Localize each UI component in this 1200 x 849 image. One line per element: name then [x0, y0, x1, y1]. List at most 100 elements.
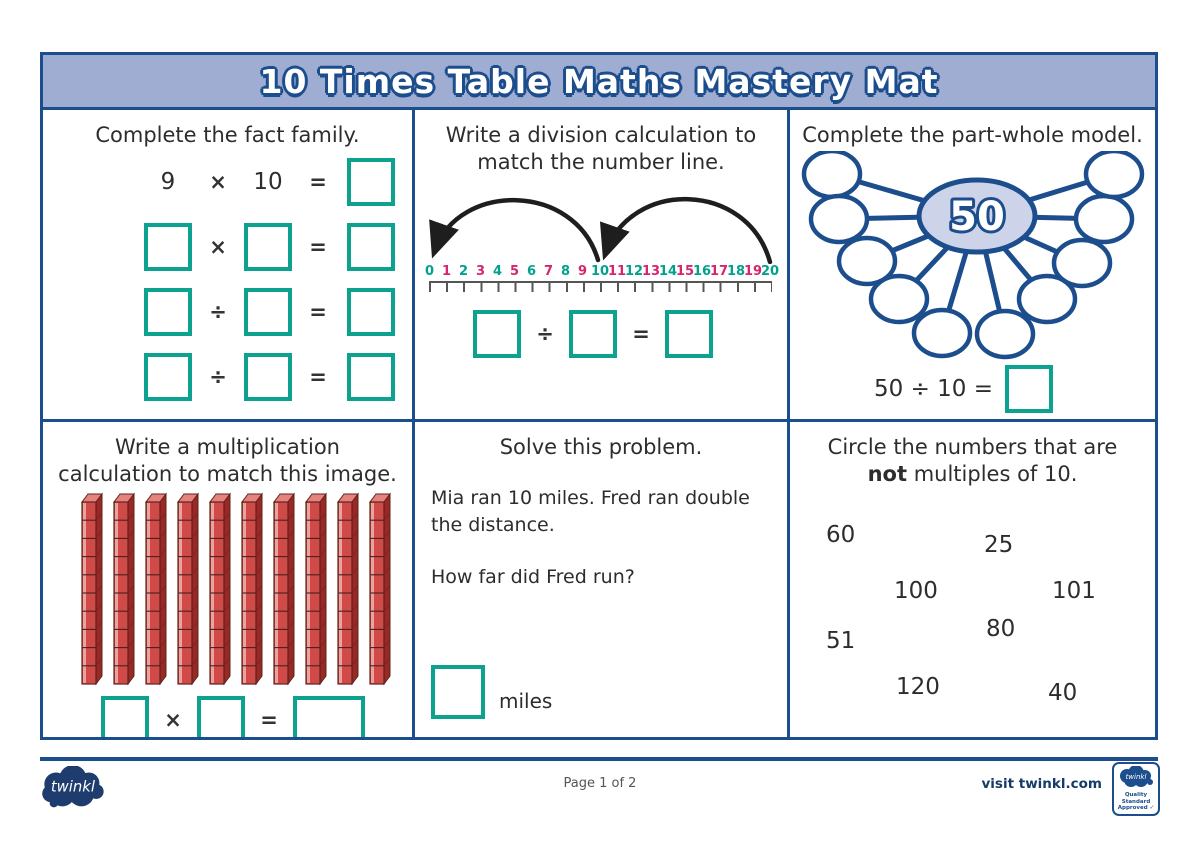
equals-symbol: =	[309, 170, 327, 194]
answer-box[interactable]	[244, 288, 292, 336]
part-circle[interactable]	[974, 308, 1036, 360]
cell-multiplication: Write a multiplication calculation to ma…	[43, 422, 415, 737]
number-line-label: 10	[591, 264, 610, 279]
scatter-number[interactable]: 40	[1048, 680, 1078, 706]
jump-arrows-graphic	[428, 196, 772, 264]
answer-box[interactable]	[144, 288, 192, 336]
base-ten-rod	[240, 492, 263, 686]
cell-word-problem: Solve this problem. Mia ran 10 miles. Fr…	[415, 422, 790, 737]
number-line-label: 5	[509, 264, 520, 279]
answer-box[interactable]	[347, 353, 395, 401]
visit-link[interactable]: visit twinkl.com	[981, 776, 1103, 792]
equals-symbol: =	[632, 322, 650, 346]
page-title: 10 Times Table Maths Mastery Mat	[259, 61, 939, 101]
badge-cloud-icon: twinkl	[1120, 765, 1153, 787]
equals-symbol: =	[260, 708, 278, 732]
word-problem-body: Mia ran 10 miles. Fred ran double the di…	[431, 487, 750, 536]
answer-box-divisor[interactable]	[569, 310, 617, 358]
number-line-label: 14	[659, 264, 678, 279]
number-line-label: 19	[744, 264, 763, 279]
cell-part-whole: Complete the part-whole model.	[790, 110, 1155, 422]
scatter-number[interactable]: 25	[984, 532, 1014, 558]
fact-family-row: × =	[143, 222, 412, 272]
answer-box-dividend[interactable]	[473, 310, 521, 358]
equals-symbol: =	[309, 235, 327, 259]
number-line-labels: 0 1 2 3 4 5 6 7 8 9 10 11 12 13 14 15 16 17 18 19 20	[421, 264, 781, 279]
base-ten-rods-graphic	[80, 492, 391, 686]
fact-family-row: ÷ =	[143, 287, 412, 337]
base-ten-rod	[176, 492, 199, 686]
scatter-number[interactable]: 80	[986, 616, 1016, 642]
part-whole-equation: 50 ÷ 10 =	[874, 365, 1155, 413]
answer-box[interactable]	[347, 158, 395, 206]
operator-symbol: ÷	[209, 300, 227, 324]
answer-box-factor2[interactable]	[197, 696, 245, 737]
base-ten-rod	[80, 492, 103, 686]
fact-family-row: 9 × 10 =	[143, 157, 412, 207]
answer-box-factor1[interactable]	[101, 696, 149, 737]
answer-box-part-whole[interactable]	[1005, 365, 1054, 413]
number-line-label: 4	[492, 264, 503, 279]
scatter-number[interactable]: 100	[894, 578, 938, 604]
answer-box[interactable]	[244, 353, 292, 401]
answer-box[interactable]	[244, 223, 292, 271]
base-ten-rod	[272, 492, 295, 686]
word-problem-question: How far did Fred run?	[431, 566, 635, 588]
answer-box[interactable]	[347, 223, 395, 271]
whole-oval	[916, 177, 1038, 255]
number-line-label: 8	[560, 264, 571, 279]
times-symbol: ×	[164, 708, 182, 732]
whole-value: 50	[949, 194, 1005, 240]
mastery-mat: 10 Times Table Maths Mastery Mat Complet…	[40, 52, 1158, 740]
circle-numbers-heading: Circle the numbers that are not multiple…	[827, 435, 1118, 486]
number-line-label: 1	[441, 264, 452, 279]
number-line-label: 13	[642, 264, 661, 279]
base-ten-rod	[368, 492, 391, 686]
number-line-label: 12	[625, 264, 644, 279]
part-circle[interactable]	[801, 151, 863, 200]
part-circle[interactable]	[1016, 273, 1078, 325]
answer-box-miles[interactable]	[431, 665, 485, 719]
fact-family-rows: 9 × 10 = × = ÷ = ÷ =	[43, 157, 412, 402]
part-circle[interactable]	[911, 307, 973, 359]
scattered-numbers: 60 25 100 101 80 51 120 40	[790, 422, 1155, 737]
part-whole-equation-text: 50 ÷ 10 =	[874, 376, 994, 402]
answer-box-product[interactable]	[293, 696, 365, 737]
part-circle[interactable]	[836, 235, 898, 287]
part-circle[interactable]	[808, 193, 870, 245]
equals-symbol: =	[309, 365, 327, 389]
part-circle[interactable]	[868, 273, 930, 325]
scatter-number[interactable]: 51	[826, 628, 856, 654]
answer-box[interactable]	[144, 353, 192, 401]
scatter-number[interactable]: 60	[826, 522, 856, 548]
jump-arrow-10-to-0	[428, 197, 600, 263]
operator-symbol: ×	[209, 235, 227, 259]
answer-box-quotient[interactable]	[665, 310, 713, 358]
cell-circle-numbers: Circle the numbers that are not multiple…	[790, 422, 1155, 737]
base-ten-rod	[112, 492, 135, 686]
twinkl-logo: twinkl	[42, 766, 104, 808]
jump-arrow-20-to-10	[599, 196, 772, 264]
scatter-number[interactable]: 120	[896, 674, 940, 700]
twinkl-logo-text: twinkl	[51, 779, 96, 796]
scatter-number[interactable]: 101	[1052, 578, 1096, 604]
activity-grid: Complete the fact family. 9 × 10 = × = ÷ = ÷ = Wr…	[43, 110, 1155, 737]
number-line-label: 11	[608, 264, 627, 279]
part-whole-model-graphic: 50	[801, 151, 1145, 360]
number-line-label: 16	[693, 264, 712, 279]
base-ten-rod	[144, 492, 167, 686]
heading-bold-word: not	[867, 462, 908, 486]
division-equation: ÷ =	[473, 310, 787, 358]
number-line-label: 17	[710, 264, 729, 279]
answer-box[interactable]	[144, 223, 192, 271]
fact-family-heading: Complete the fact family.	[95, 123, 360, 147]
base-ten-rod	[304, 492, 327, 686]
part-circle[interactable]	[1083, 151, 1145, 200]
mat-header: 10 Times Table Maths Mastery Mat	[43, 55, 1155, 110]
part-circle[interactable]	[1051, 237, 1113, 289]
answer-box[interactable]	[347, 288, 395, 336]
quality-standard-badge: twinkl Quality Standard Approved ✓	[1112, 762, 1160, 816]
part-circle[interactable]	[1073, 193, 1135, 245]
number-line-label: 3	[475, 264, 486, 279]
operator-symbol: ÷	[209, 365, 227, 389]
